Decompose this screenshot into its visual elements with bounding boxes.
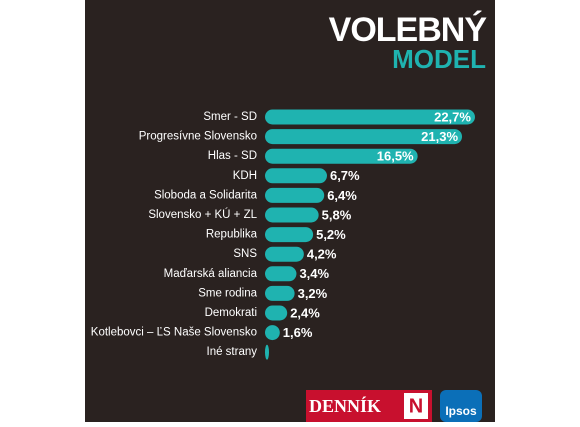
bar bbox=[265, 246, 304, 262]
value-label: 22,7% bbox=[434, 109, 471, 124]
value-label: 1,6% bbox=[283, 325, 313, 340]
category-label: Progresívne Slovensko bbox=[139, 131, 257, 143]
category-label: Kotlebovci – ĽS Naše Slovensko bbox=[91, 327, 257, 339]
value-label: 3,4% bbox=[299, 266, 329, 281]
value-label: 2,4% bbox=[290, 305, 320, 320]
bar bbox=[265, 266, 297, 282]
bar bbox=[265, 168, 327, 184]
category-label: Sme rodina bbox=[198, 287, 257, 299]
bar bbox=[265, 207, 319, 223]
ipsos-text: Ipsos bbox=[445, 404, 477, 418]
category-label: Slovensko + KÚ + ZL bbox=[148, 208, 257, 221]
bar bbox=[265, 285, 295, 301]
value-label: 5,8% bbox=[322, 207, 352, 222]
bar bbox=[265, 129, 463, 145]
category-label: Hlas - SD bbox=[208, 150, 257, 162]
value-label: 6,4% bbox=[327, 188, 357, 203]
n-box bbox=[404, 393, 428, 419]
bar bbox=[265, 109, 475, 125]
bar bbox=[265, 344, 269, 360]
ipsos-logo bbox=[440, 390, 482, 422]
category-label: Maďarská aliancia bbox=[164, 268, 258, 280]
category-label: Sloboda a Solidarita bbox=[154, 189, 258, 201]
value-label: 6,7% bbox=[330, 168, 360, 183]
n-text: N bbox=[409, 395, 423, 417]
value-label: 5,2% bbox=[316, 227, 346, 242]
bar bbox=[265, 227, 314, 243]
dennik-text: DENNÍK bbox=[309, 395, 381, 416]
value-label: 4,2% bbox=[307, 247, 337, 262]
value-label: 3,2% bbox=[298, 286, 328, 301]
category-label: Smer - SD bbox=[203, 111, 257, 123]
value-label: 16,5% bbox=[377, 149, 414, 164]
category-label: SNS bbox=[233, 248, 257, 260]
bar bbox=[265, 187, 325, 203]
category-label: Demokrati bbox=[205, 307, 257, 319]
chart-title: VOLEBNÝ bbox=[329, 11, 488, 49]
chart-subtitle: MODEL bbox=[392, 44, 486, 74]
category-label: KDH bbox=[233, 170, 257, 182]
bar bbox=[265, 325, 280, 341]
category-label: Iné strany bbox=[207, 346, 258, 358]
category-label: Republika bbox=[206, 229, 258, 241]
bar bbox=[265, 305, 288, 321]
bar bbox=[265, 148, 418, 164]
value-label: 21,3% bbox=[421, 129, 458, 144]
